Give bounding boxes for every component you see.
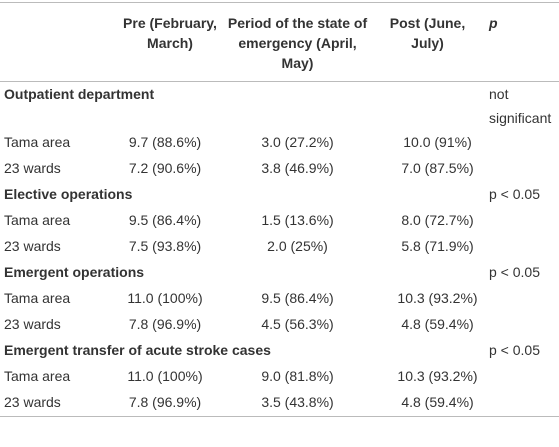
cell: 7.5 (93.8%) [128,238,202,254]
cell: 2.0 (25%) [267,238,328,254]
row-label: Tama area [4,134,71,150]
data-row: 23 wards 7.2 (90.6%) 3.8 (46.9%) 7.0 (87.5%… [0,156,559,182]
cell: 9.5 (86.4%) [261,290,334,306]
empty-cell [485,234,559,260]
header-cell: Period of the state of emergency (April,… [225,2,370,82]
section-row: Emergent transfer of acute stroke cases p… [0,338,559,364]
cell: 1.5 (13.6%) [261,212,334,228]
cell: 3.0 (27.2%) [261,134,334,150]
cell: 9.7 (88.6%) [128,134,202,150]
cell: 11.0 (100%) [127,290,203,306]
data-row: Tama area 9.7 (88.6%) 3.0 (27.2%) 10.0 (91%… [0,130,559,156]
header-cell: p [485,2,559,82]
row-label: Tama area [4,368,71,384]
row-label: Tama area [4,212,71,228]
cell: 7.0 (87.5%) [401,160,474,176]
section-row: Emergent operations p < 0.05 [0,260,559,286]
cell: 4.8 (59.4%) [401,316,474,332]
section-title: Emergent operations [4,264,145,280]
cell: 7.2 (90.6%) [128,160,202,176]
empty-cell [485,390,559,417]
row-label: 23 wards [4,160,61,176]
section-row: Outpatient department not significant [0,82,559,131]
p-value: p < 0.05 [489,264,540,280]
cell: 7.8 (96.9%) [128,394,202,410]
row-label: 23 wards [4,238,61,254]
cell: 5.8 (71.9%) [401,238,474,254]
cell: 8.0 (72.7%) [401,212,474,228]
data-row: 23 wards 7.8 (96.9%) 3.5 (43.8%) 4.8 (59.4%… [0,390,559,417]
table-header: Pre (February, March) Period of the stat… [0,2,559,82]
p-value: p < 0.05 [489,342,540,358]
table-body: Outpatient department not significant Tama… [0,82,559,417]
header-cell: Pre (February, March) [115,2,225,82]
cell: 4.5 (56.3%) [261,316,334,332]
section-row: Elective operations p < 0.05 [0,182,559,208]
cell: 9.0 (81.8%) [261,368,334,384]
cell: 3.5 (43.8%) [261,394,334,410]
data-row: Tama area 11.0 (100%) 9.0 (81.8%) 10.3 (93.… [0,364,559,390]
cell: 11.0 (100%) [127,368,203,384]
section-title: Outpatient department [4,86,155,102]
data-row: 23 wards 7.8 (96.9%) 4.5 (56.3%) 4.8 (59.4%… [0,312,559,338]
empty-cell [485,286,559,312]
cell: 9.5 (86.4%) [128,212,202,228]
section-title: Emergent transfer of acute stroke cases [4,342,271,358]
empty-cell [485,130,559,156]
cell: 3.8 (46.9%) [261,160,334,176]
p-value: p < 0.05 [489,186,540,202]
data-row: 23 wards 7.5 (93.8%) 2.0 (25%) 5.8 (71.9%) [0,234,559,260]
row-label: 23 wards [4,394,61,410]
row-label: 23 wards [4,316,61,332]
header-cell [0,2,115,82]
cell: 4.8 (59.4%) [401,394,474,410]
data-row: Tama area 9.5 (86.4%) 1.5 (13.6%) 8.0 (72.7… [0,208,559,234]
row-label: Tama area [4,290,71,306]
data-table: Pre (February, March) Period of the stat… [0,2,559,417]
data-row: Tama area 11.0 (100%) 9.5 (86.4%) 10.3 (93.… [0,286,559,312]
empty-cell [485,156,559,182]
cell: 10.3 (93.2%) [397,368,478,384]
cell: 10.0 (91%) [403,134,472,150]
section-title: Elective operations [4,186,133,202]
empty-cell [485,364,559,390]
cell: 7.8 (96.9%) [128,316,202,332]
empty-cell [485,312,559,338]
empty-cell [485,208,559,234]
header-cell: Post (June, July) [370,2,485,82]
cell: 10.3 (93.2%) [397,290,478,306]
header-row: Pre (February, March) Period of the stat… [0,2,559,82]
p-value: not significant [489,86,552,126]
